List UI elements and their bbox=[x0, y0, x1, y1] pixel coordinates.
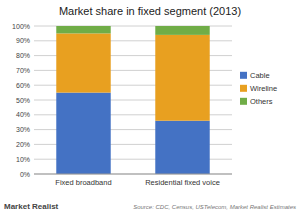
watermark: Market Realist bbox=[4, 202, 59, 211]
bar-segment bbox=[155, 26, 209, 35]
x-tick-label: Residential fixed voice bbox=[145, 178, 220, 187]
y-tick-label: 80% bbox=[16, 52, 30, 59]
legend-label: Others bbox=[250, 97, 273, 106]
bar-segment bbox=[155, 121, 209, 174]
legend-swatch bbox=[240, 85, 247, 92]
y-tick-label: 0% bbox=[20, 171, 30, 178]
title: Market share in fixed segment (2013) bbox=[59, 5, 241, 17]
y-tick-label: 20% bbox=[16, 141, 30, 148]
y-tick-label: 60% bbox=[16, 82, 30, 89]
x-tick-label: Fixed broadband bbox=[55, 178, 111, 187]
bar-segment bbox=[56, 93, 110, 174]
y-tick-label: 90% bbox=[16, 37, 30, 44]
legend-label: Cable bbox=[250, 71, 270, 80]
legend-swatch bbox=[240, 98, 247, 105]
bar-segment bbox=[56, 26, 110, 33]
bars bbox=[56, 26, 209, 174]
chart: Market share in fixed segment (2013) 0% 10… bbox=[0, 0, 300, 214]
y-tick-label: 40% bbox=[16, 111, 30, 118]
source-text: Source: CDC, Census, USTelecom, Market R… bbox=[133, 204, 296, 210]
legend-label: Wireline bbox=[250, 84, 277, 93]
bar-segment bbox=[56, 33, 110, 92]
legend-swatch bbox=[240, 72, 247, 79]
bar-segment bbox=[155, 35, 209, 121]
x-axis-line bbox=[34, 174, 232, 175]
y-tick-label: 100% bbox=[12, 23, 30, 30]
y-tick-label: 50% bbox=[16, 97, 30, 104]
y-tick-label: 70% bbox=[16, 67, 30, 74]
y-tick-label: 30% bbox=[16, 126, 30, 133]
y-tick-label: 10% bbox=[16, 156, 30, 163]
grid-line bbox=[34, 174, 232, 175]
